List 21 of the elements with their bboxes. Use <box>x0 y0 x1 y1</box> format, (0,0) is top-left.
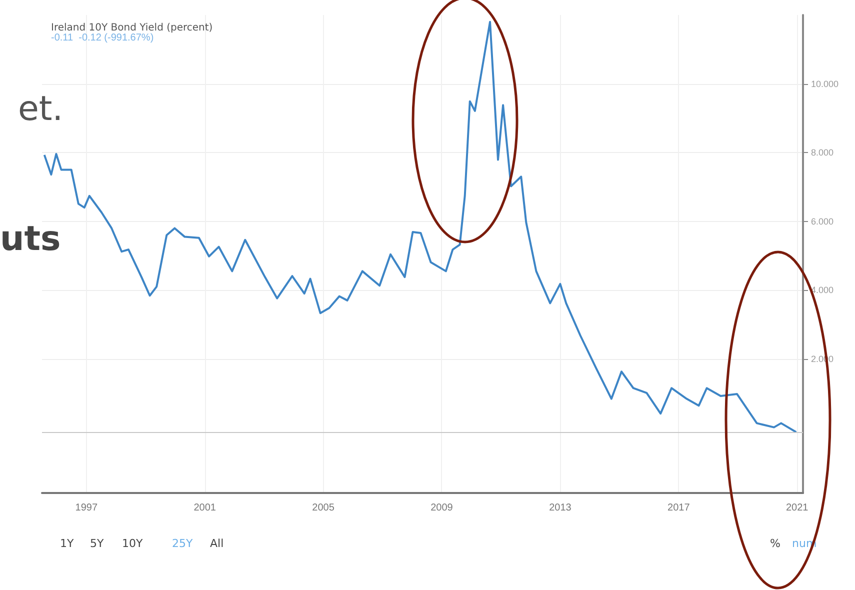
x-tick-label: 2001 <box>194 502 216 514</box>
y-tick-label: 4.000 <box>811 285 834 296</box>
text: 5Y <box>90 537 104 550</box>
annotation: uts <box>0 219 61 259</box>
y-tick-label: 10.000 <box>811 78 839 89</box>
text: % <box>770 537 780 550</box>
x-tick-label: 2021 <box>786 502 809 514</box>
x-tick-label: 2017 <box>668 502 690 514</box>
x-tick-label: 2005 <box>312 502 335 514</box>
annotation: et. <box>18 89 64 129</box>
text: -0.11 -0.12 (-991.67%) <box>51 32 154 44</box>
y-tick-label: 6.000 <box>811 216 834 226</box>
x-tick-label: 2009 <box>430 502 454 514</box>
text: 25Y <box>172 537 193 550</box>
x-tick-label: 1997 <box>75 502 98 514</box>
y-tick-label: 8.000 <box>811 148 834 158</box>
text: Ireland 10Y Bond Yield (percent) <box>51 22 213 34</box>
text: All <box>210 537 224 550</box>
text: 10Y <box>122 537 143 550</box>
text: 1Y <box>60 537 74 550</box>
x-tick-label: 2013 <box>549 502 572 514</box>
